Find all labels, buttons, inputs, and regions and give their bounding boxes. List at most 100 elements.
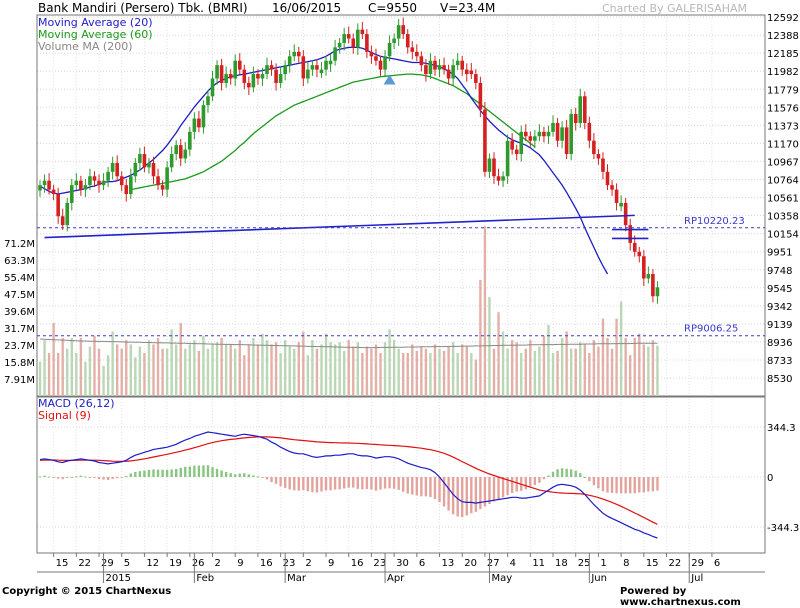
- candle: [564, 119, 569, 159]
- candle-body: [215, 65, 219, 79]
- volume-bar: [79, 337, 83, 396]
- volume-bar: [497, 312, 500, 396]
- date-tick-label: 4: [510, 558, 516, 569]
- candle-body: [605, 171, 610, 186]
- macd-tick-label: -344.3: [767, 523, 799, 534]
- candle-body: [505, 140, 510, 177]
- candle: [619, 195, 623, 212]
- candle: [60, 208, 65, 231]
- macd-histogram-bar: [238, 473, 241, 477]
- price-tick-label: 11779: [767, 85, 799, 96]
- candle: [614, 183, 619, 211]
- macd-histogram-bar: [474, 477, 478, 512]
- macd-histogram-bar: [501, 477, 505, 498]
- volume-tick-label: 63.3M: [4, 256, 35, 267]
- date-tick-label: 9: [328, 558, 334, 569]
- candle: [342, 27, 346, 51]
- macd-histogram-bar: [470, 477, 473, 514]
- candle: [56, 187, 60, 224]
- legend-ma60: Moving Average (60): [38, 28, 153, 41]
- candle-body: [296, 51, 301, 57]
- macd-histogram-bar: [479, 477, 482, 510]
- volume-bar: [597, 346, 600, 396]
- candle-body: [101, 180, 106, 186]
- price-tick-label: 12185: [767, 49, 799, 60]
- date-tick-label: 9: [237, 558, 243, 569]
- macd-histogram-bar: [270, 477, 273, 483]
- macd-histogram-bar: [320, 477, 323, 492]
- volume-bar: [70, 337, 73, 396]
- volume-bar: [547, 325, 550, 396]
- volume-bar: [220, 337, 223, 396]
- macd-histogram-bar: [461, 477, 464, 518]
- macd-histogram-bar: [165, 469, 169, 477]
- trendlines: RP10220.23 RP9006.25: [37, 214, 765, 337]
- volume-bar: [125, 340, 128, 396]
- candle: [446, 64, 451, 85]
- volume-bar: [61, 337, 64, 396]
- candle-body: [74, 180, 79, 186]
- volume-bar: [574, 348, 577, 396]
- macd-histogram-bar: [538, 477, 541, 483]
- candle-body: [69, 185, 74, 203]
- candle-body: [601, 158, 605, 172]
- macd-histogram-bar: [438, 477, 441, 503]
- candle-body: [233, 60, 238, 79]
- date-tick-label: 22: [78, 558, 91, 569]
- price-tick-label: 10967: [767, 157, 799, 168]
- candle-body: [492, 158, 496, 177]
- candle-body: [542, 131, 546, 137]
- candle: [651, 269, 655, 303]
- volume-bar: [265, 340, 269, 396]
- candle: [147, 158, 151, 174]
- volume-bar: [315, 348, 319, 396]
- candle-body: [174, 145, 178, 155]
- candle-body: [583, 96, 587, 123]
- candle-body: [374, 56, 378, 61]
- volume-bar: [402, 353, 405, 396]
- candle-body: [56, 194, 60, 217]
- candle: [419, 51, 424, 72]
- candle: [346, 26, 351, 44]
- support-trendline: [44, 214, 635, 239]
- candle-body: [97, 180, 101, 186]
- volume-bar: [615, 318, 618, 396]
- candle: [210, 70, 215, 102]
- candle-body: [147, 162, 151, 168]
- macd-histogram-bar: [592, 477, 596, 486]
- macd-histogram-bar: [261, 477, 264, 478]
- volume-bar: [501, 331, 505, 396]
- candle-body: [642, 256, 646, 279]
- legend-signal: Signal (9): [38, 409, 91, 422]
- candle: [233, 54, 238, 87]
- candle: [88, 168, 92, 191]
- candle-body: [369, 51, 374, 57]
- candle: [129, 168, 133, 199]
- candle-body: [356, 29, 360, 48]
- macd-histogram-bar: [370, 477, 373, 490]
- candle: [183, 142, 188, 164]
- candle-body: [124, 185, 129, 195]
- macd-histogram-bar: [402, 477, 405, 492]
- macd-histogram-bar: [79, 475, 83, 477]
- volume-bar: [529, 340, 532, 396]
- candle: [601, 152, 605, 180]
- macd-histogram-bar: [175, 469, 178, 477]
- macd-histogram-bar: [102, 477, 105, 480]
- candle: [228, 69, 233, 85]
- candle-body: [614, 189, 619, 203]
- candle: [374, 48, 378, 66]
- candle-body: [47, 180, 51, 190]
- macd-histogram-bar: [274, 477, 278, 484]
- candle: [405, 29, 410, 54]
- candle: [596, 149, 601, 165]
- candle: [237, 53, 242, 75]
- candle-body: [142, 154, 147, 168]
- charted-by: Charted By GALERISAHAM: [602, 2, 748, 15]
- macd-histogram-bar: [361, 477, 364, 490]
- volume-bar: [488, 297, 491, 396]
- candle: [510, 133, 514, 155]
- macd-histogram-bar: [347, 477, 350, 488]
- month-label: Mar: [287, 573, 307, 584]
- candle: [396, 18, 401, 47]
